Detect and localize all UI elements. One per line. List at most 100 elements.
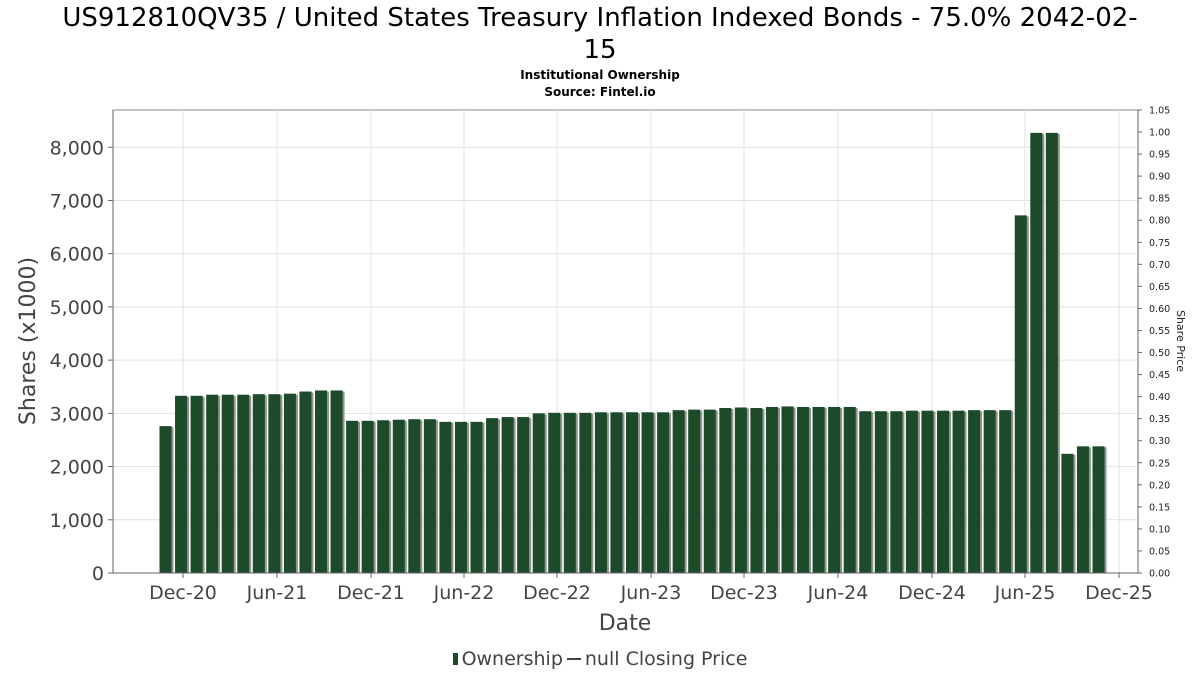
chart-subtitle: Institutional Ownership — [520, 68, 680, 82]
ownership-bar — [797, 406, 810, 573]
ownership-bar — [1030, 132, 1043, 573]
ownership-bar — [859, 411, 872, 573]
x-tick-label: Jun-22 — [433, 582, 495, 604]
ownership-bar — [454, 421, 467, 573]
ownership-bar — [439, 421, 452, 573]
x-tick-label: Dec-22 — [523, 582, 591, 604]
ownership-bar — [486, 418, 499, 573]
ownership-bar — [1061, 453, 1074, 573]
ownership-bar — [921, 410, 934, 573]
chart-title-line-1: US912810QV35 / United States Treasury In… — [62, 3, 1138, 33]
ownership-bar — [968, 410, 981, 573]
y2-tick-label: 0.45 — [1149, 370, 1170, 381]
ownership-bar — [890, 411, 903, 573]
ownership-bar — [657, 412, 670, 573]
ownership-bar — [221, 394, 234, 573]
ownership-bar — [1014, 215, 1027, 573]
ownership-bar — [1076, 446, 1089, 573]
x-tick-label: Jun-25 — [994, 582, 1056, 604]
y2-tick-label: 0.90 — [1149, 172, 1170, 183]
y-tick-label: 1,000 — [50, 510, 104, 532]
ownership-bar — [206, 394, 219, 573]
ownership-bar — [983, 410, 996, 573]
x-tick-label: Jun-23 — [620, 582, 682, 604]
ownership-bar — [268, 394, 281, 573]
y2-tick-label: 0.65 — [1149, 282, 1170, 293]
ownership-bar — [408, 419, 421, 573]
ownership-bar — [392, 419, 405, 573]
ownership-bar — [548, 412, 561, 573]
x-axis-title: Date — [599, 611, 652, 636]
ownership-bar — [672, 410, 685, 573]
ownership-bar — [937, 410, 949, 573]
ownership-bar — [175, 395, 188, 573]
ownership-bar — [765, 406, 778, 573]
ownership-bar — [299, 391, 312, 573]
y2-tick-label: 0.20 — [1149, 480, 1170, 491]
y2-axis-title: Share Price — [1174, 310, 1187, 372]
x-tick-label: Dec-25 — [1085, 582, 1153, 604]
ownership-bar — [361, 420, 374, 573]
ownership-bar — [750, 408, 763, 573]
y-tick-label: 3,000 — [50, 403, 104, 425]
y2-tick-label: 0.35 — [1149, 414, 1170, 425]
y2-tick-label: 0.40 — [1149, 392, 1170, 403]
x-tick-label: Dec-20 — [149, 582, 217, 604]
x-tick-label: Dec-21 — [337, 582, 405, 604]
y-tick-label: 5,000 — [50, 297, 104, 319]
ownership-chart: 0 1,000 2,000 3,000 4,000 5,000 6,000 7,000 8,00… — [16, 106, 1187, 637]
x-tick-label: Dec-24 — [898, 582, 966, 604]
y2-tick-label: 0.05 — [1149, 546, 1170, 557]
y2-tick-label: 0.30 — [1149, 436, 1170, 447]
y2-tick-label: 1.05 — [1149, 106, 1170, 117]
legend-ownership-swatch — [452, 653, 458, 665]
ownership-bar — [594, 412, 607, 573]
ownership-bar — [330, 390, 343, 573]
ownership-bar — [828, 406, 841, 573]
y2-tick-label: 0.80 — [1149, 216, 1170, 227]
y2-tick-label: 0.95 — [1149, 150, 1170, 161]
ownership-bar — [190, 395, 203, 573]
ownership-bar — [874, 411, 887, 573]
y2-tick-label: 0.25 — [1149, 458, 1170, 469]
y2-tick-label: 0.00 — [1149, 569, 1170, 580]
x-tick-label: Dec-23 — [710, 582, 778, 604]
ownership-bar — [952, 410, 965, 573]
y2-tick-label: 0.75 — [1149, 238, 1170, 249]
y-tick-label: 7,000 — [50, 190, 104, 212]
y2-tick-label: 0.15 — [1149, 502, 1170, 513]
ownership-bar — [579, 412, 592, 573]
y-tick-label: 8,000 — [50, 137, 104, 159]
y-tick-label: 0 — [92, 563, 104, 585]
ownership-bar — [501, 417, 514, 573]
y-axis-title: Shares (x1000) — [16, 257, 41, 425]
ownership-bar — [252, 394, 265, 573]
chart-title-line-2: 15 — [583, 35, 617, 65]
ownership-bar — [470, 421, 483, 573]
ownership-bar — [315, 390, 327, 573]
ownership-bar — [1092, 446, 1105, 573]
y2-tick-label: 0.10 — [1149, 524, 1170, 535]
y2-tick-label: 0.70 — [1149, 260, 1170, 271]
y-tick-label: 2,000 — [50, 457, 104, 479]
ownership-bar — [517, 417, 530, 573]
ownership-bar — [688, 409, 701, 573]
ownership-bar — [626, 412, 638, 573]
chart-legend: Ownership null Closing Price — [0, 648, 1200, 670]
x-tick-label: Jun-21 — [246, 582, 308, 604]
y2-tick-label: 1.00 — [1149, 128, 1170, 139]
chart-title: US912810QV35 / United States Treasury In… — [0, 2, 1200, 66]
legend-price-line — [566, 658, 581, 660]
y2-tick-label: 0.85 — [1149, 194, 1170, 205]
ownership-bar — [734, 407, 747, 573]
ownership-bar — [843, 406, 856, 573]
ownership-bar — [703, 409, 716, 573]
ownership-bar — [377, 420, 390, 573]
y2-tick-label: 0.50 — [1149, 348, 1170, 359]
chart-source: Source: Fintel.io — [544, 85, 656, 99]
ownership-bar — [1045, 132, 1058, 573]
ownership-bar — [812, 406, 825, 573]
legend-price-label: null Closing Price — [584, 648, 748, 670]
ownership-bar — [641, 412, 654, 573]
ownership-bar — [283, 393, 296, 573]
